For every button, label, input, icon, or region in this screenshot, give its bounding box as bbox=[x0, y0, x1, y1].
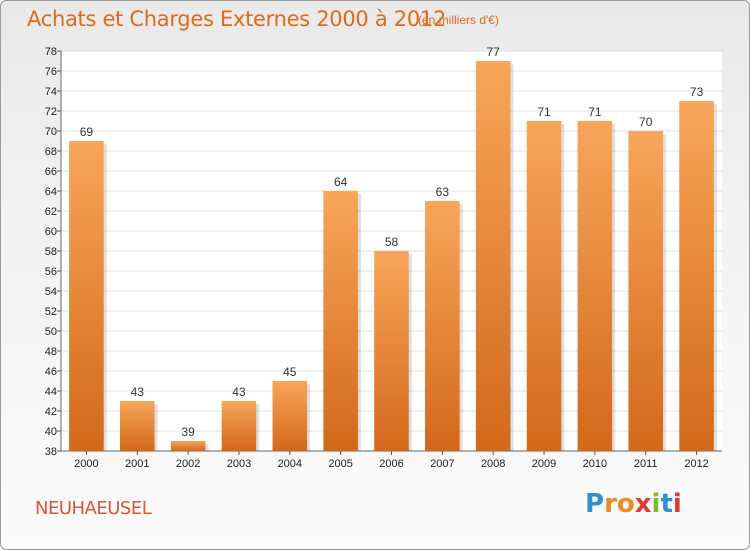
bar-value-label: 77 bbox=[487, 45, 501, 59]
y-tick-label: 38 bbox=[45, 446, 57, 458]
bar-value-label: 58 bbox=[385, 235, 399, 249]
y-tick-label: 58 bbox=[45, 246, 57, 258]
x-tick-label: 2005 bbox=[328, 458, 352, 470]
bar bbox=[272, 381, 308, 451]
y-tick-label: 68 bbox=[45, 146, 57, 158]
y-tick-label: 74 bbox=[45, 86, 57, 98]
bar-value-label: 43 bbox=[232, 385, 246, 399]
bar bbox=[119, 401, 155, 451]
bar bbox=[425, 201, 460, 451]
chart-title: Achats et Charges Externes 2000 à 2012 bbox=[27, 7, 447, 31]
x-tick-label: 2012 bbox=[684, 458, 708, 470]
bar-value-label: 64 bbox=[334, 175, 348, 189]
x-tick-label: 2000 bbox=[74, 458, 98, 470]
bar bbox=[679, 101, 714, 451]
bar bbox=[526, 121, 562, 451]
logo-letter: i bbox=[672, 489, 682, 519]
bar bbox=[475, 61, 511, 451]
y-tick-label: 70 bbox=[45, 126, 57, 138]
y-tick-label: 56 bbox=[45, 266, 57, 278]
x-tick-label: 2010 bbox=[583, 458, 607, 470]
logo-letter: t bbox=[660, 489, 673, 519]
y-tick-label: 46 bbox=[45, 366, 57, 378]
bar-value-label: 43 bbox=[131, 385, 145, 399]
x-tick-label: 2003 bbox=[227, 458, 251, 470]
bar bbox=[577, 121, 613, 451]
x-tick-label: 2002 bbox=[176, 458, 200, 470]
bar bbox=[69, 141, 104, 451]
y-tick-label: 40 bbox=[45, 426, 57, 438]
x-tick-label: 2008 bbox=[481, 458, 505, 470]
logo-letter: x bbox=[634, 489, 652, 519]
y-tick-label: 62 bbox=[45, 206, 57, 218]
bar-value-label: 69 bbox=[80, 125, 94, 139]
x-tick-label: 2009 bbox=[532, 458, 556, 470]
y-tick-label: 50 bbox=[45, 326, 57, 338]
x-tick-label: 2007 bbox=[430, 458, 454, 470]
bar-value-label: 45 bbox=[283, 365, 297, 379]
y-tick-label: 64 bbox=[45, 186, 57, 198]
x-tick-label: 2004 bbox=[278, 458, 302, 470]
chart-subtitle: (en milliers d'€) bbox=[418, 13, 499, 27]
bar bbox=[374, 251, 409, 451]
logo-letter: P bbox=[585, 489, 605, 519]
y-tick-label: 66 bbox=[45, 166, 57, 178]
bar-value-label: 39 bbox=[181, 425, 195, 439]
bar-value-label: 63 bbox=[436, 185, 450, 199]
bar bbox=[323, 191, 358, 451]
bar bbox=[170, 441, 206, 451]
y-tick-label: 78 bbox=[45, 46, 57, 58]
logo-letter: r bbox=[604, 489, 617, 519]
bar-value-label: 70 bbox=[639, 115, 653, 129]
logo-letter: i bbox=[651, 489, 661, 519]
proxiti-logo: Proxiti bbox=[585, 489, 682, 519]
y-tick-label: 54 bbox=[45, 286, 57, 298]
y-tick-label: 48 bbox=[45, 346, 57, 358]
y-tick-label: 52 bbox=[45, 306, 57, 318]
y-tick-label: 60 bbox=[45, 226, 57, 238]
y-tick-label: 42 bbox=[45, 406, 57, 418]
y-tick-label: 76 bbox=[45, 66, 57, 78]
x-tick-label: 2006 bbox=[379, 458, 403, 470]
bar-value-label: 73 bbox=[690, 85, 704, 99]
bar bbox=[628, 131, 664, 451]
logo-letter: o bbox=[616, 489, 635, 519]
bar-value-label: 71 bbox=[537, 105, 551, 119]
y-tick-label: 44 bbox=[45, 386, 57, 398]
bar-value-label: 71 bbox=[588, 105, 602, 119]
bar bbox=[221, 401, 257, 451]
x-tick-label: 2001 bbox=[125, 458, 149, 470]
x-tick-label: 2011 bbox=[634, 458, 658, 470]
location-label: NEUHAEUSEL bbox=[35, 498, 152, 519]
y-tick-label: 72 bbox=[45, 106, 57, 118]
